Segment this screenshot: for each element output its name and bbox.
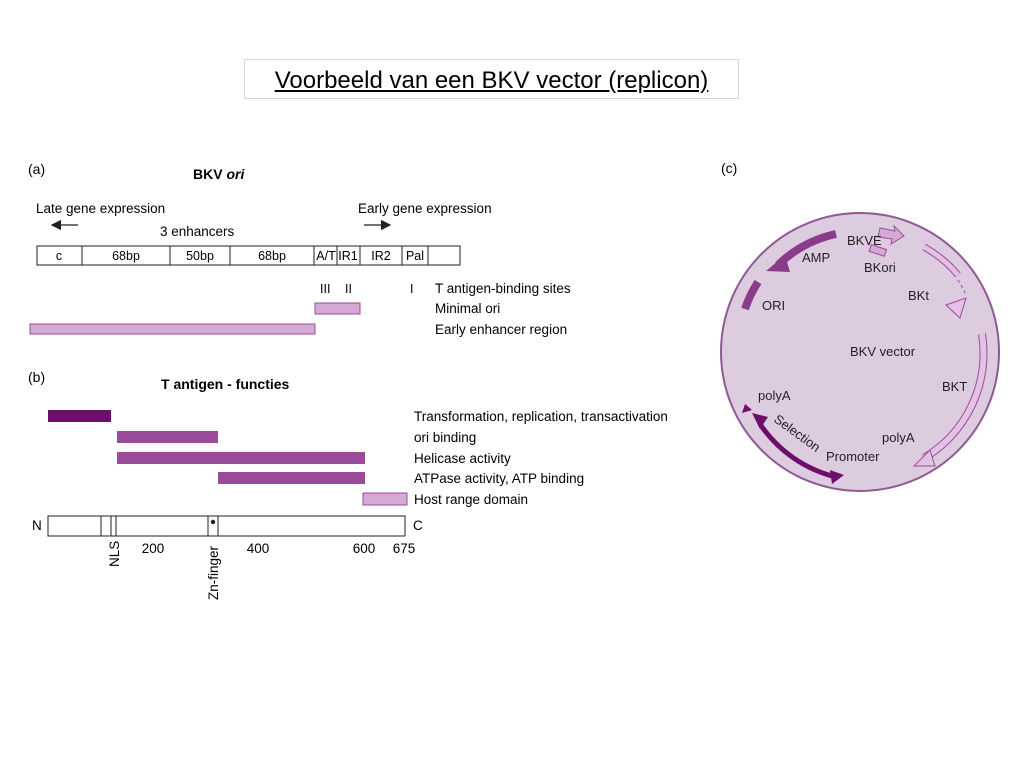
bkori-block — [868, 244, 888, 257]
function-label: Helicase activity — [414, 451, 511, 466]
segment-label: IR2 — [371, 249, 391, 263]
segment-label: 68bp — [258, 249, 286, 263]
polya-left-marker-icon — [742, 404, 752, 413]
bkve-arrow-icon — [877, 224, 905, 246]
function-label: Transformation, replication, transactiva… — [414, 409, 668, 424]
element-bkt-large: BKT — [942, 379, 967, 394]
axis-tick: 200 — [142, 541, 165, 556]
n-terminus-label: N — [32, 518, 42, 533]
element-promoter: Promoter — [826, 449, 880, 464]
panel-c: (c) BKV vector AMP ORI BKVE BKori — [720, 160, 1000, 492]
bkt-dashed — [957, 279, 967, 296]
element-bkt: BKt — [908, 288, 929, 303]
site-marker: I — [410, 282, 413, 296]
panel-a-label: (a) — [28, 161, 45, 177]
function-label: ori binding — [414, 430, 476, 445]
zn-finger-label: Zn-finger — [206, 545, 221, 600]
slide-title-box: Voorbeeld van een BKV vector (replicon) — [244, 59, 739, 99]
promoter-arrow-icon — [830, 470, 844, 484]
plasmid-name: BKV vector — [850, 344, 916, 359]
function-bar-atpase — [218, 472, 365, 484]
axis-tick: 400 — [247, 541, 270, 556]
function-label: Host range domain — [414, 492, 528, 507]
panel-a-heading-main: BKV — [193, 166, 226, 182]
function-label: ATPase activity, ATP binding — [414, 471, 584, 486]
element-bkori: BKori — [864, 260, 896, 275]
ori-block — [741, 279, 762, 311]
slide-title: Voorbeeld van een BKV vector (replicon) — [274, 67, 709, 94]
function-bar-ori-binding — [117, 431, 218, 443]
minimal-ori-bar — [314, 302, 361, 315]
plasmid-circle — [720, 212, 1000, 492]
bkt-arc-fill — [922, 244, 960, 277]
segment-label: 68bp — [112, 249, 140, 263]
t-antigen-protein-bar — [47, 515, 406, 537]
panel-a: (a) BKV ori Late gene expression Early g… — [28, 161, 571, 337]
function-bar-transformation — [48, 410, 111, 422]
panel-a-heading-italic: ori — [226, 166, 245, 182]
panel-b-heading: T antigen - functies — [161, 376, 290, 392]
element-bkve: BKVE — [847, 233, 882, 248]
function-bar-helicase — [117, 452, 365, 464]
early-gene-label: Early gene expression — [358, 201, 492, 216]
axis-tick: 600 — [353, 541, 376, 556]
segment-label: c — [56, 249, 62, 263]
panel-b: (b) T antigen - functies Transformation,… — [28, 369, 668, 600]
enhancers-label: 3 enhancers — [160, 224, 235, 239]
element-amp: AMP — [802, 250, 830, 265]
nls-label: NLS — [107, 541, 122, 567]
late-gene-label: Late gene expression — [36, 201, 165, 216]
selection-arrow-icon — [752, 413, 768, 429]
site-marker: II — [345, 282, 352, 296]
zn-finger-dot-icon — [210, 519, 216, 525]
segment-label: Pal — [406, 249, 424, 263]
element-ori: ORI — [762, 298, 785, 313]
early-enhancer-bar — [29, 323, 316, 335]
element-polya-left: polyA — [758, 388, 791, 403]
segment-label: IR1 — [338, 249, 358, 263]
selection-arc — [757, 422, 837, 480]
site-marker: III — [320, 282, 330, 296]
bkt-large-arc-fill — [922, 333, 987, 461]
c-terminus-label: C — [413, 518, 423, 533]
bkt-large-arrow-icon — [912, 449, 936, 467]
axis-tick: 675 — [393, 541, 416, 556]
amp-arrow-icon — [766, 255, 790, 272]
element-polya-right: polyA — [882, 430, 915, 445]
segment-label: 50bp — [186, 249, 214, 263]
panel-c-label: (c) — [721, 160, 737, 176]
panel-a-heading: BKV ori — [193, 166, 245, 182]
panel-b-label: (b) — [28, 369, 45, 385]
segment-label: A/T — [316, 249, 336, 263]
legend-a-binding: T antigen-binding sites — [435, 281, 571, 296]
ori-segment-bar — [36, 245, 461, 266]
legend-a-enhancer: Early enhancer region — [435, 322, 567, 337]
legend-a-minimal-ori: Minimal ori — [435, 301, 500, 316]
function-bar-host-range — [362, 492, 408, 506]
bkt-arrow-icon — [945, 297, 967, 319]
